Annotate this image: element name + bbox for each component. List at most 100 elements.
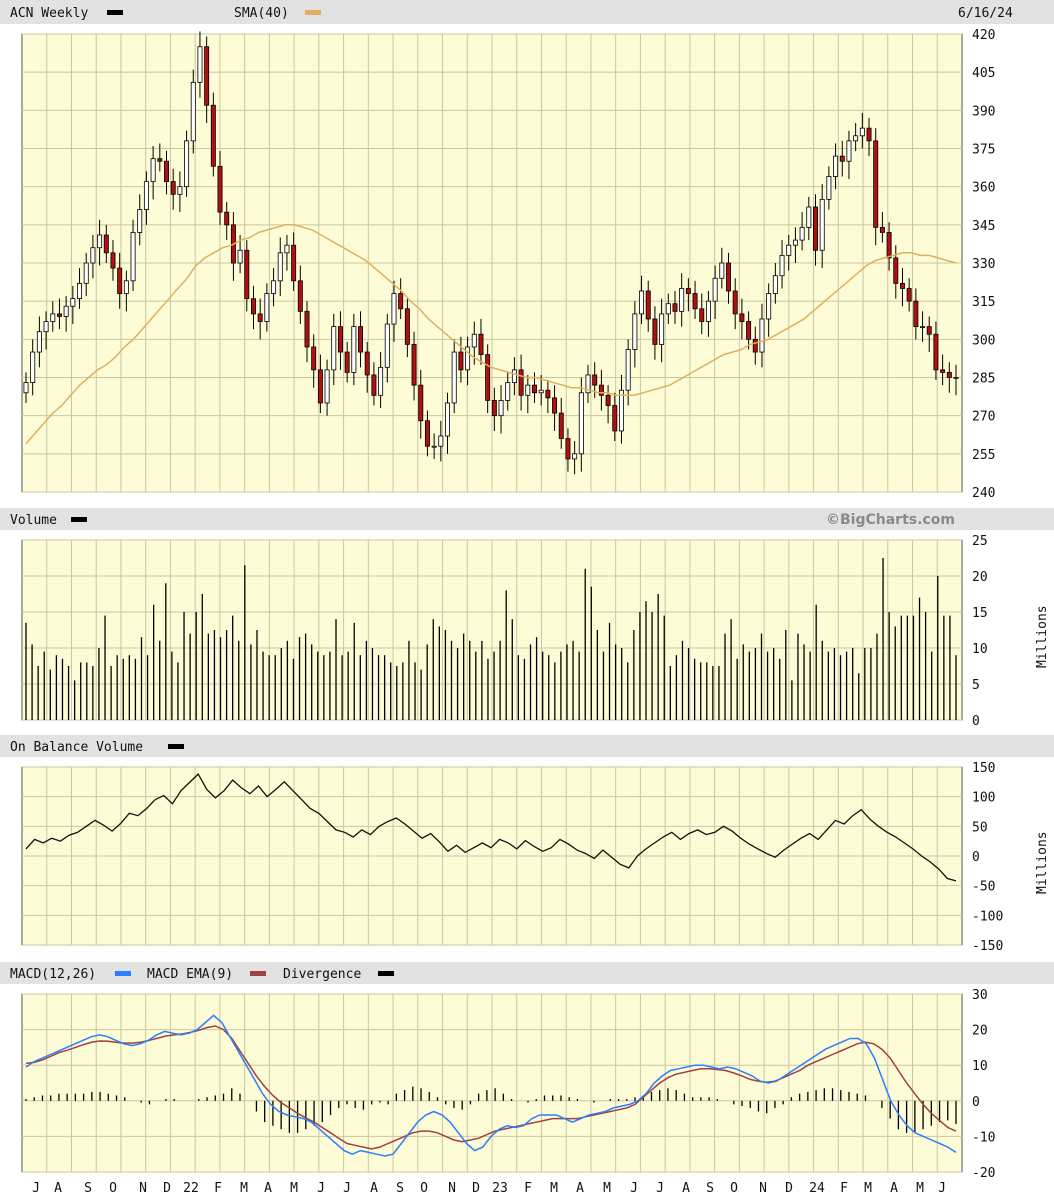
candle-body <box>451 351 457 404</box>
candle-body <box>639 290 645 315</box>
obv-ytick-label: -50 <box>972 880 995 895</box>
x-axis-label: N <box>139 1181 147 1196</box>
divergence-label: Divergence <box>283 967 361 982</box>
candle-body <box>70 298 76 307</box>
candle-body <box>920 326 926 329</box>
x-axis-label: M <box>864 1181 872 1196</box>
candle-body <box>103 234 109 254</box>
x-axis-label: F <box>840 1181 848 1196</box>
sma-legend-swatch <box>305 10 321 15</box>
candle-body <box>511 369 517 383</box>
x-axis-label: M <box>916 1181 924 1196</box>
candle-body <box>271 280 277 294</box>
candle-body <box>679 288 685 312</box>
candle-body <box>63 305 69 317</box>
candle-body <box>933 333 939 371</box>
candle-body <box>311 346 317 371</box>
candle-body <box>525 384 531 396</box>
obv-ytick-label: -100 <box>972 909 1003 924</box>
candle-body <box>418 384 424 422</box>
volume-ytick-label: 0 <box>972 714 980 729</box>
macd-ytick-label: 10 <box>972 1059 988 1074</box>
x-axis-label: 24 <box>809 1181 825 1196</box>
candle-body <box>244 249 250 300</box>
macd-ytick-label: 30 <box>972 988 988 1003</box>
x-axis-label: D <box>163 1181 171 1196</box>
x-axis-label: J <box>317 1181 325 1196</box>
x-axis-label: J <box>938 1181 946 1196</box>
candle-body <box>164 160 169 182</box>
candle-body <box>518 369 524 396</box>
candle-body <box>953 377 959 379</box>
candle-body <box>866 127 872 142</box>
x-axis-label: S <box>84 1181 92 1196</box>
sma-line <box>25 224 957 445</box>
candle-body <box>157 158 163 162</box>
sma-label: SMA(40) <box>234 6 289 21</box>
volume-unit-label: Millions <box>1035 605 1050 668</box>
candle-body <box>337 326 343 353</box>
candle-body <box>351 326 357 373</box>
candle-body <box>712 277 718 302</box>
x-axis-label: A <box>370 1181 378 1196</box>
symbol-label: ACN Weekly <box>10 6 88 21</box>
candle-body <box>726 262 731 292</box>
candle-body <box>190 81 196 142</box>
x-axis-label: 23 <box>492 1181 508 1196</box>
candle-body <box>598 384 604 396</box>
candle-body <box>36 331 42 353</box>
candle-body <box>505 382 511 401</box>
price-ytick-label: 375 <box>972 143 995 158</box>
x-axis-label: M <box>290 1181 298 1196</box>
candle-body <box>458 351 464 371</box>
candle-body <box>665 303 671 315</box>
candle-body <box>317 369 323 404</box>
macd-ema-legend-swatch <box>250 971 266 976</box>
candle-body <box>806 206 812 228</box>
candle-body <box>545 389 551 399</box>
x-axis-label: M <box>550 1181 558 1196</box>
candle-body <box>532 384 537 394</box>
candle-body <box>284 244 290 254</box>
price-ytick-label: 330 <box>972 257 995 272</box>
candle-body <box>498 399 504 417</box>
candle-body <box>612 405 618 432</box>
candle-body <box>344 351 350 373</box>
candle-body <box>56 313 62 317</box>
candle-body <box>170 181 176 195</box>
x-axis-label: N <box>448 1181 456 1196</box>
candle-body <box>746 321 752 340</box>
candle-body <box>732 290 738 315</box>
candle-body <box>926 326 932 335</box>
x-axis-label: S <box>706 1181 714 1196</box>
macd-label: MACD(12,26) <box>10 967 96 982</box>
candle-body <box>177 186 183 195</box>
candle-body <box>946 372 952 378</box>
candle-body <box>97 234 103 249</box>
date-label: 6/16/24 <box>958 6 1013 21</box>
candle-body <box>913 300 919 328</box>
candle-body <box>431 445 437 448</box>
candle-body <box>625 349 631 391</box>
candle-body <box>364 351 370 376</box>
macd-ytick-label: -10 <box>972 1130 995 1145</box>
symbol-legend-swatch <box>107 10 123 15</box>
candle-body <box>766 293 772 320</box>
divergence-legend-swatch <box>378 971 394 976</box>
price-ytick-label: 360 <box>972 181 995 196</box>
candle-body <box>204 46 210 106</box>
macd-ema-label: MACD EMA(9) <box>147 967 233 982</box>
obv-unit-label: Millions <box>1035 831 1050 894</box>
x-axis-label: O <box>109 1181 117 1196</box>
candle-body <box>297 280 303 312</box>
candle-body <box>578 392 584 455</box>
volume-panel: 0 5 10 15 20 25 <box>21 534 988 729</box>
candle-body <box>130 232 136 282</box>
candle-body <box>565 438 571 460</box>
price-ytick-label: 390 <box>972 104 995 119</box>
candle-body <box>592 374 598 386</box>
candle-body <box>224 211 230 226</box>
candle-body <box>438 435 444 447</box>
